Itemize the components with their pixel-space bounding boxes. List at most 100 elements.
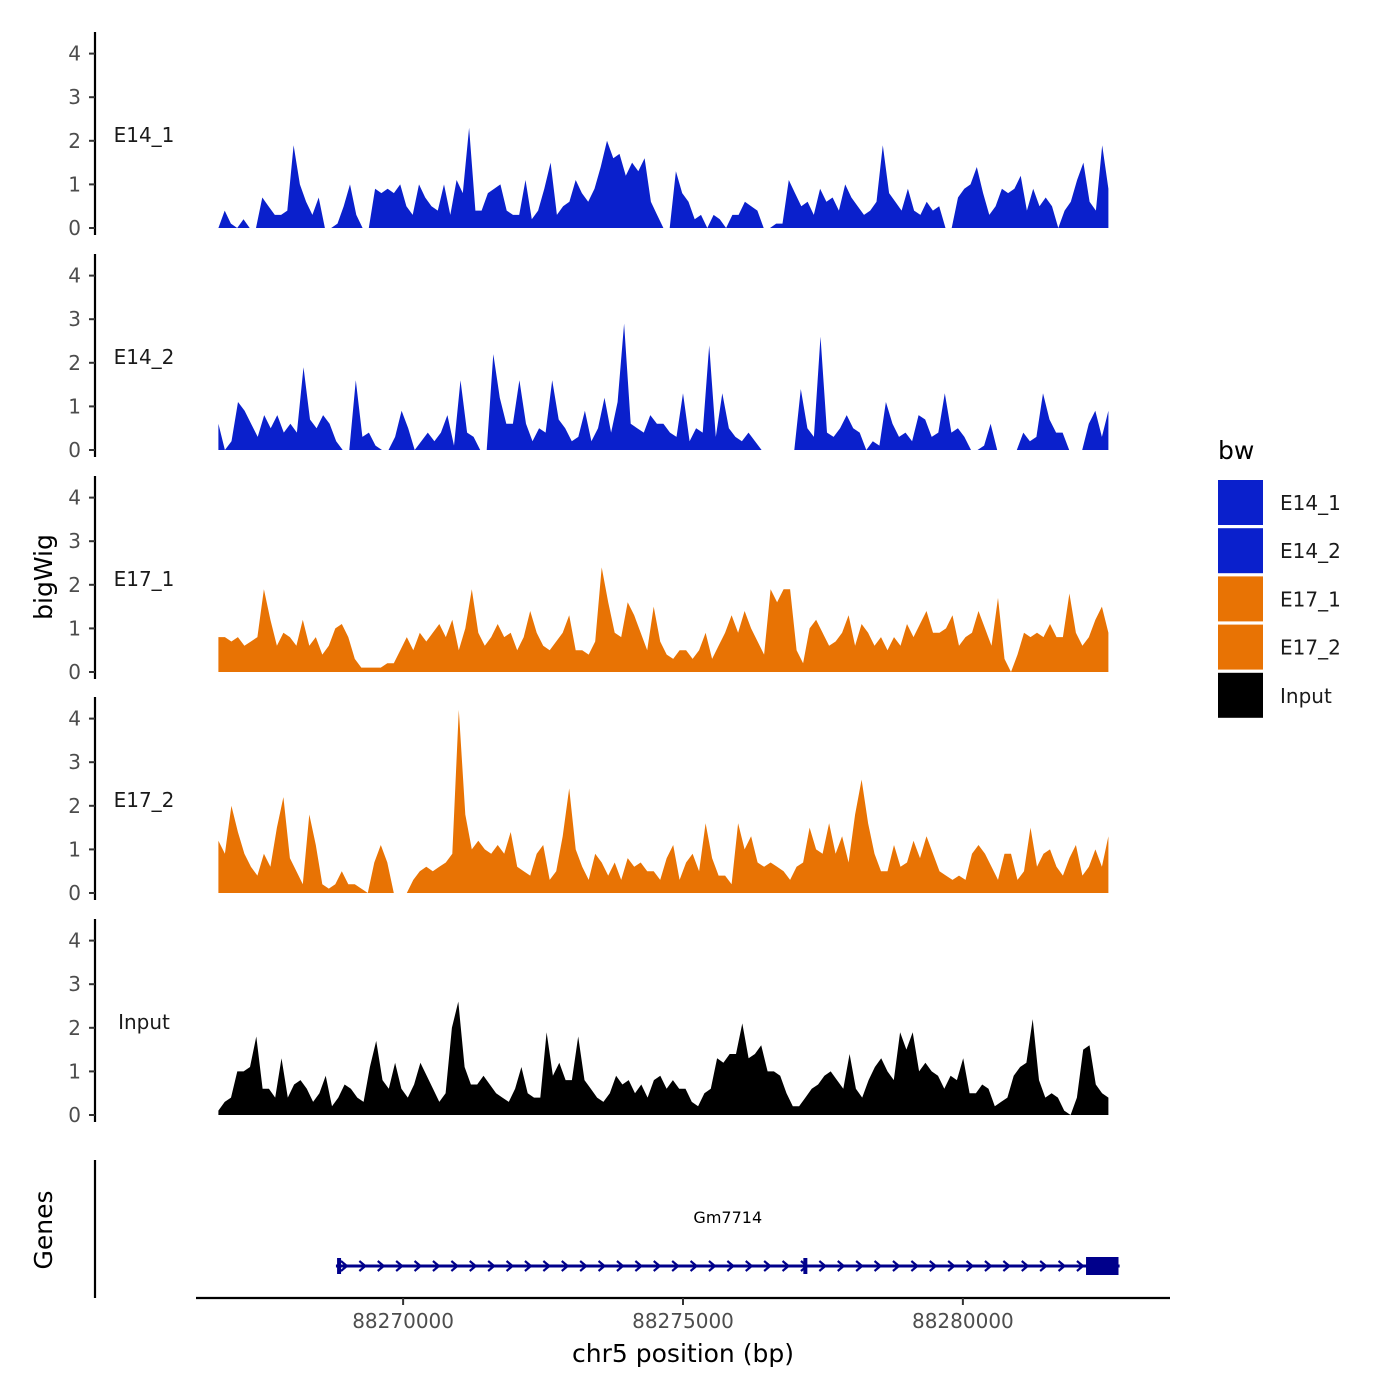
y-tick-label: 4 [68,486,81,510]
y-tick-label: 4 [68,42,81,66]
y-tick-label: 1 [68,1059,81,1083]
y-tick-label: 0 [68,216,81,240]
gene-Gm7714: Gm7714 [335,1208,1120,1275]
track-label: E17_1 [114,567,175,591]
strand-arrow [929,1260,938,1272]
legend-label: E14_1 [1280,491,1341,515]
legend-swatch [1218,528,1263,574]
y-tick-label: 3 [68,750,81,774]
y-tick-label: 2 [68,573,81,597]
strand-arrow [505,1260,515,1272]
gene-exon [803,1258,808,1274]
track-E17_1: 0 1 2 3 4 E17_1 [68,476,1109,684]
strand-arrow [892,1260,901,1272]
x-tick-label: 88275000 [632,1309,734,1333]
legend-label: E14_2 [1280,539,1341,563]
x-axis-title: chr5 position (bp) [572,1339,794,1368]
strand-arrow [653,1260,662,1272]
genes-track-title: Genes [29,1190,58,1269]
y-tick-label: 3 [68,85,81,109]
strand-arrow [689,1260,699,1272]
genes-track: Gm7714 [93,1160,1120,1298]
strand-arrow [432,1260,441,1272]
strand-arrow [745,1260,754,1272]
y-tick-label: 4 [68,707,81,731]
y-tick-label: 4 [68,929,81,953]
strand-arrow [340,1260,349,1272]
y-tick-label: 1 [68,616,81,640]
strand-arrow [579,1260,588,1272]
strand-arrow [984,1260,993,1272]
strand-arrow [377,1260,386,1272]
y-tick-label: 1 [68,172,81,196]
coverage-area-E17_2 [218,709,1109,893]
strand-arrow [616,1260,625,1272]
strand-arrow [597,1260,607,1272]
legend-item-Input: Input [1218,672,1332,718]
track-label: E17_2 [114,788,175,812]
y-tick-label: 1 [68,394,81,418]
strand-arrow [726,1260,736,1272]
y-tick-label: 3 [68,529,81,553]
legend-item-E17_2: E17_2 [1218,624,1341,670]
track-label: E14_1 [114,123,175,147]
strand-arrow [469,1260,478,1272]
legend-item-E17_1: E17_1 [1218,576,1341,622]
gene-name: Gm7714 [693,1208,762,1227]
y-tick-label: 0 [68,660,81,684]
y-tick-label: 2 [68,351,81,375]
strand-arrow [450,1260,460,1272]
bigwig-tracks: 0 1 2 3 4 E14_1 0 1 2 3 4 E14_2 0 1 2 3 4 E17_1 0 1 2 3 4 E17_2… [68,32,1109,1127]
legend: bw E14_1 E14_2 E17_1 E17_2 Input [1218,436,1341,718]
gene-exon [1086,1257,1119,1275]
track-label: Input [118,1010,170,1034]
legend-swatch [1218,480,1263,525]
strand-arrow [947,1260,956,1272]
strand-arrow [873,1260,883,1272]
strand-arrow [781,1260,791,1272]
strand-arrow [413,1260,423,1272]
strand-arrow [561,1260,570,1272]
legend-swatch [1218,576,1263,622]
y-tick-label: 0 [68,881,81,905]
legend-swatch [1218,672,1263,718]
x-axis: 88270000 88275000 88280000 [196,1296,1170,1333]
legend-label: E17_2 [1280,636,1341,660]
legend-label: Input [1280,684,1332,708]
strand-arrow [487,1260,496,1272]
strand-arrow [1002,1260,1012,1272]
strand-arrow [965,1260,975,1272]
strand-arrow [1021,1260,1030,1272]
strand-arrow [634,1260,644,1272]
y-tick-label: 0 [68,438,81,462]
coverage-area-E14_2 [218,323,1109,450]
y-tick-label: 1 [68,837,81,861]
coverage-area-E17_1 [218,567,1109,672]
strand-arrow [1057,1260,1067,1272]
strand-arrow [1039,1260,1048,1272]
coverage-area-E14_1 [218,127,1109,228]
x-tick-label: 88280000 [912,1309,1014,1333]
y-tick-label: 2 [68,794,81,818]
legend-item-E14_1: E14_1 [1218,480,1341,525]
coverage-area-Input [218,1001,1109,1115]
track-E17_2: 0 1 2 3 4 E17_2 [68,697,1109,905]
gene-exon [337,1258,342,1274]
strand-arrow [818,1260,828,1272]
y-tick-label: 3 [68,972,81,996]
y-tick-label: 3 [68,307,81,331]
strand-arrow [671,1260,680,1272]
track-label: E14_2 [114,345,175,369]
strand-arrow [542,1260,552,1272]
y-tick-label: 4 [68,264,81,288]
strand-arrow [837,1260,846,1272]
track-E14_2: 0 1 2 3 4 E14_2 [68,254,1109,462]
y-axis-title: bigWig [29,534,58,620]
legend-swatch [1218,624,1263,670]
strand-arrow [910,1260,920,1272]
strand-arrow [395,1260,404,1272]
strand-arrow [358,1260,368,1272]
strand-arrow [763,1260,772,1272]
legend-title: bw [1218,436,1254,465]
